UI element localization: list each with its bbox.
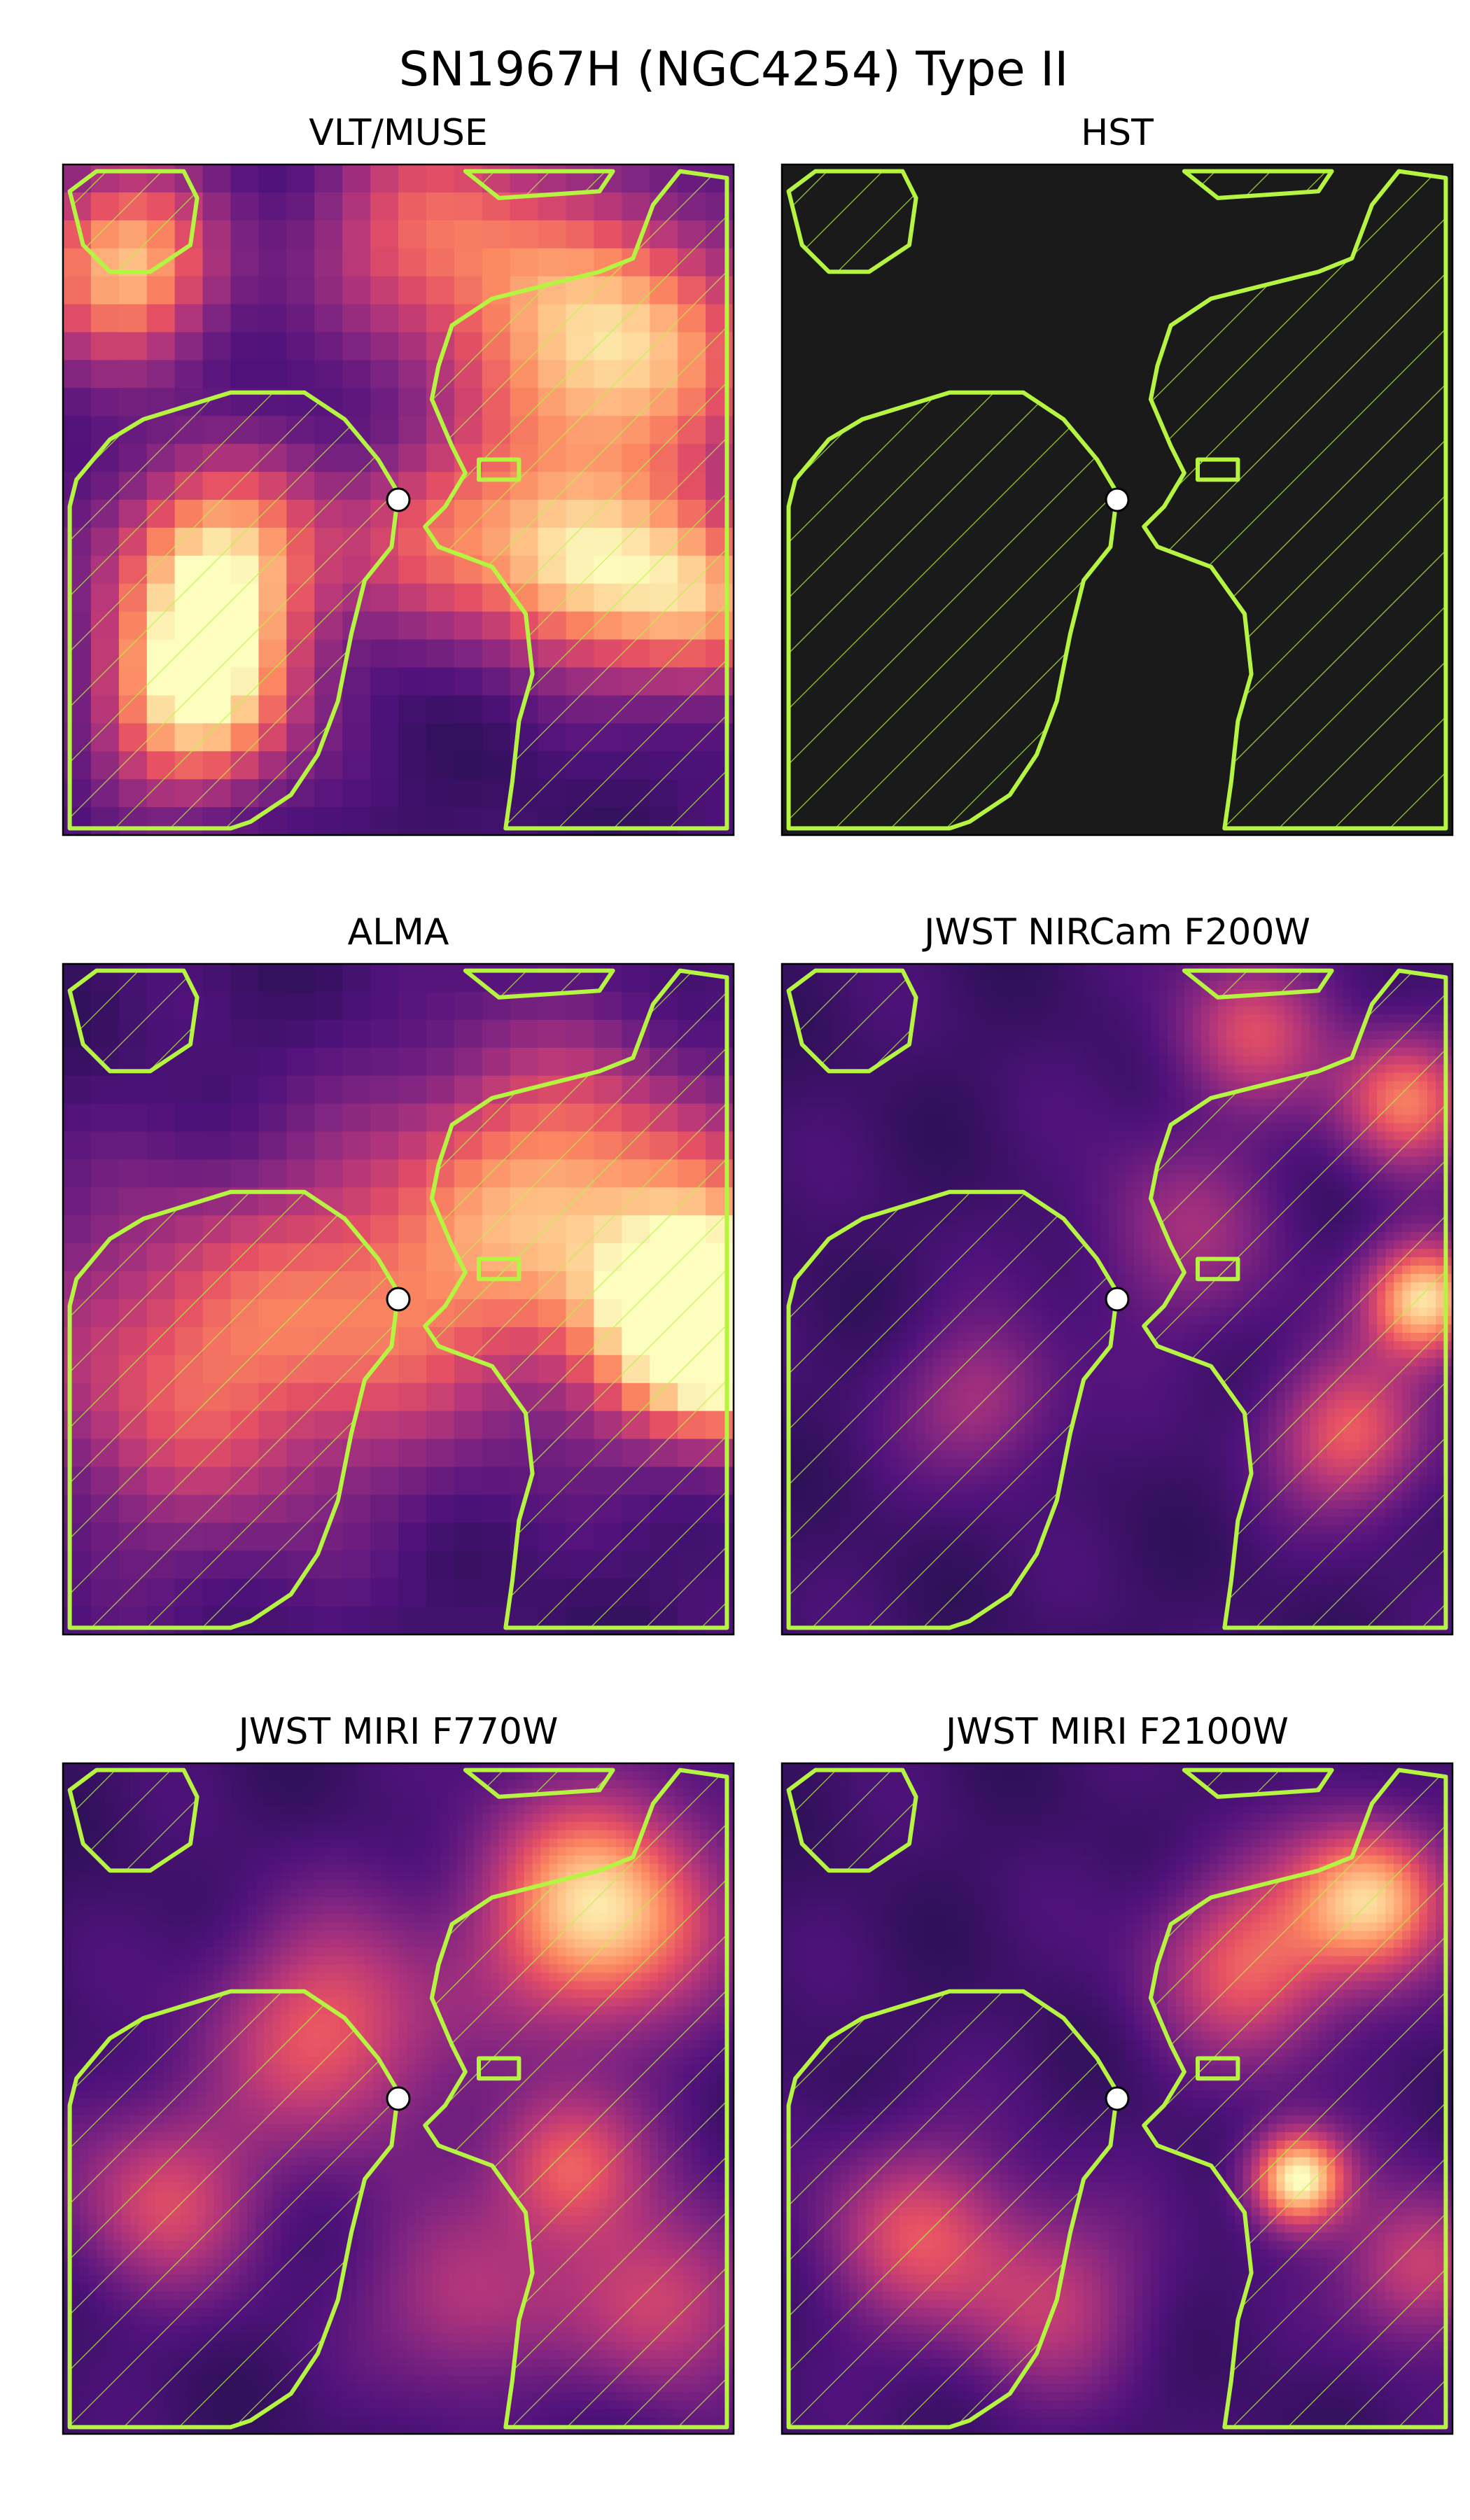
panel-image xyxy=(63,964,734,1634)
region-hatch-4 xyxy=(1198,1259,1238,1280)
region-contour-4 xyxy=(1196,457,1240,482)
region-hatch-0 xyxy=(69,392,398,829)
region-hatch-1 xyxy=(425,970,727,1628)
region-hatch-4 xyxy=(1198,459,1238,480)
region-contour-1 xyxy=(423,169,729,831)
region-contour-0 xyxy=(67,1189,400,1630)
region-hatch-1 xyxy=(1144,970,1446,1628)
region-hatch-1 xyxy=(1144,171,1446,829)
region-contour-3 xyxy=(463,1768,615,1799)
region-hatch-1 xyxy=(1144,1770,1446,2428)
region-contour-3 xyxy=(1182,968,1334,1000)
region-contour-1 xyxy=(423,1768,729,2430)
axes-frame xyxy=(780,163,1454,836)
region-hatch-4 xyxy=(479,459,519,480)
panel-vlt-muse: VLT/MUSE xyxy=(62,112,735,836)
region-contour-4 xyxy=(477,457,522,482)
panel-image xyxy=(63,1763,734,2434)
sn-position-marker xyxy=(386,487,411,512)
panel-title: JWST MIRI F770W xyxy=(237,1711,559,1753)
region-contour-1 xyxy=(1142,1768,1448,2430)
region-contour-1 xyxy=(1142,169,1448,831)
figure-suptitle: SN1967H (NGC4254) Type II xyxy=(399,42,1069,97)
region-contour-2 xyxy=(67,1768,200,1873)
panel-title: VLT/MUSE xyxy=(309,112,487,154)
region-hatch-1 xyxy=(425,1770,727,2428)
panel-title: HST xyxy=(1081,112,1154,154)
sn-position-marker xyxy=(1105,2086,1130,2111)
axes-frame xyxy=(62,962,735,1636)
sn-position-marker xyxy=(386,1287,411,1312)
region-contour-4 xyxy=(477,1256,522,1282)
region-contour-2 xyxy=(67,968,200,1074)
axes-frame xyxy=(62,1762,735,2435)
panels: VLT/MUSE HST ALMA JWST NIRCam F200W JWST MIR… xyxy=(62,112,1454,2435)
panel-jwst-nircam-f200w: JWST NIRCam F200W xyxy=(780,911,1454,1636)
region-hatch-0 xyxy=(788,1191,1117,1628)
axes-frame xyxy=(780,1762,1454,2435)
region-contour-3 xyxy=(1182,1768,1334,1799)
region-hatch-0 xyxy=(788,392,1117,829)
sn-position-marker xyxy=(386,2086,411,2111)
region-contour-2 xyxy=(786,968,918,1074)
region-contour-3 xyxy=(463,968,615,1000)
region-hatch-2 xyxy=(788,970,916,1072)
region-contour-0 xyxy=(786,1189,1119,1630)
panel-alma: ALMA xyxy=(62,911,735,1636)
region-hatch-2 xyxy=(69,970,197,1072)
region-contour-0 xyxy=(786,390,1119,831)
region-hatch-0 xyxy=(69,1191,398,1628)
region-hatch-0 xyxy=(69,1991,398,2428)
panel-jwst-miri-f2100w: JWST MIRI F2100W xyxy=(780,1711,1454,2435)
region-contour-0 xyxy=(786,1989,1119,2430)
panel-image xyxy=(782,1763,1452,2434)
region-contour-2 xyxy=(67,169,200,274)
panel-image xyxy=(782,164,1452,835)
region-contour-1 xyxy=(423,968,729,1630)
panel-hst: HST xyxy=(780,112,1454,836)
region-contour-2 xyxy=(786,169,918,274)
region-hatch-2 xyxy=(788,1770,916,1871)
panel-title: JWST NIRCam F200W xyxy=(922,911,1310,953)
region-hatch-2 xyxy=(788,171,916,272)
region-hatch-2 xyxy=(69,1770,197,1871)
region-hatch-2 xyxy=(69,171,197,272)
region-contour-4 xyxy=(477,2056,522,2081)
region-contour-1 xyxy=(1142,968,1448,1630)
region-hatch-1 xyxy=(425,171,727,829)
panel-jwst-miri-f770w: JWST MIRI F770W xyxy=(62,1711,735,2435)
region-contour-4 xyxy=(1196,2056,1240,2081)
region-contour-2 xyxy=(786,1768,918,1873)
panel-title: JWST MIRI F2100W xyxy=(944,1711,1289,1753)
sn-position-marker xyxy=(1105,487,1130,512)
axes-frame xyxy=(780,962,1454,1636)
region-hatch-4 xyxy=(1198,2058,1238,2079)
region-contour-4 xyxy=(1196,1256,1240,1282)
panel-image xyxy=(782,964,1452,1634)
panel-title: ALMA xyxy=(348,911,449,953)
region-contour-0 xyxy=(67,390,400,831)
region-contour-3 xyxy=(1182,169,1334,200)
sn-position-marker xyxy=(1105,1287,1130,1312)
region-hatch-4 xyxy=(479,1259,519,1280)
region-contour-3 xyxy=(463,169,615,200)
region-contour-0 xyxy=(67,1989,400,2430)
region-hatch-0 xyxy=(788,1991,1117,2428)
axes-frame xyxy=(62,163,735,836)
region-hatch-4 xyxy=(479,2058,519,2079)
panel-image xyxy=(63,164,734,835)
